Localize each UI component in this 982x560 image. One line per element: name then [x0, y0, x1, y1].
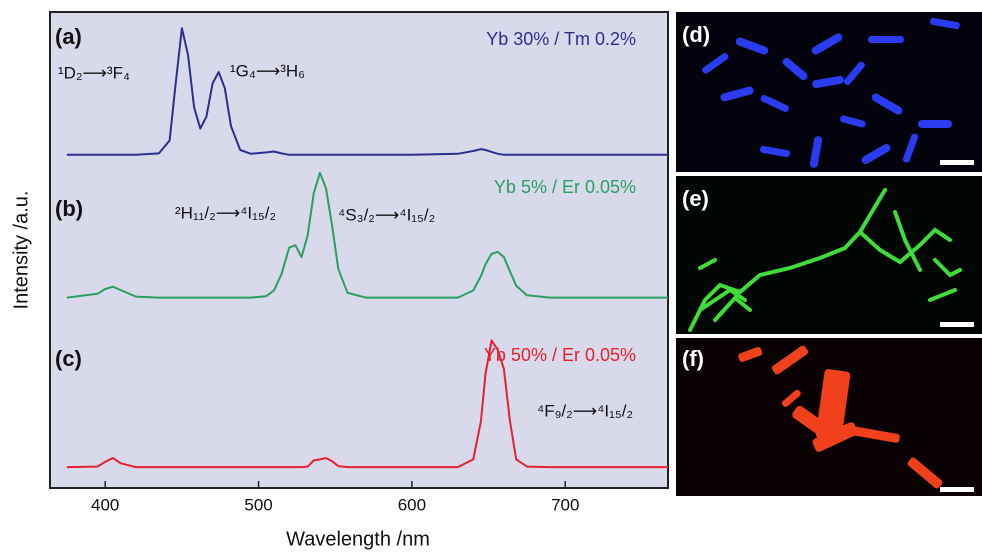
x-tick-label: 500 [244, 495, 272, 514]
micrograph-label: (e) [682, 186, 709, 211]
image-background [676, 12, 982, 172]
y-axis-label: Intensity /a.u. [10, 191, 32, 310]
micrograph-label: (f) [682, 346, 704, 371]
x-tick-label: 700 [551, 495, 579, 514]
spectrum-line [66, 171, 668, 299]
scale-bar [940, 160, 974, 165]
transition-label: ⁴S₃/₂⟶⁴I₁₅/₂ [338, 205, 435, 224]
micrograph-e [676, 176, 982, 334]
scale-bar [940, 322, 974, 327]
micrograph-label: (d) [682, 22, 710, 47]
scale-bar [940, 487, 974, 492]
transition-label: ⁴F₉/₂⟶⁴I₁₅/₂ [537, 401, 633, 420]
plot-background [49, 11, 669, 489]
series-label: Yb 50% / Er 0.05% [484, 345, 636, 365]
panel-label: (c) [55, 346, 82, 371]
panel-label: (b) [55, 196, 83, 221]
spectrum-line [66, 27, 668, 156]
rods [702, 17, 960, 168]
x-tick-label: 600 [398, 495, 426, 514]
rods [738, 345, 943, 489]
series-label: Yb 30% / Tm 0.2% [486, 29, 636, 49]
x-axis-label: Wavelength /nm [286, 528, 430, 550]
rods [688, 188, 962, 332]
micrograph-d [676, 12, 982, 172]
micrograph-f [676, 338, 982, 496]
series-label: Yb 5% / Er 0.05% [494, 177, 636, 197]
transition-label: ¹G₄⟶³H₆ [230, 61, 305, 80]
transition-label: ¹D₂⟶³F₄ [58, 63, 130, 82]
x-tick-label: 400 [91, 495, 119, 514]
panel-label: (a) [55, 24, 82, 49]
transition-label: ²H₁₁/₂⟶⁴I₁₅/₂ [175, 203, 276, 222]
spectrum-line [66, 339, 668, 469]
